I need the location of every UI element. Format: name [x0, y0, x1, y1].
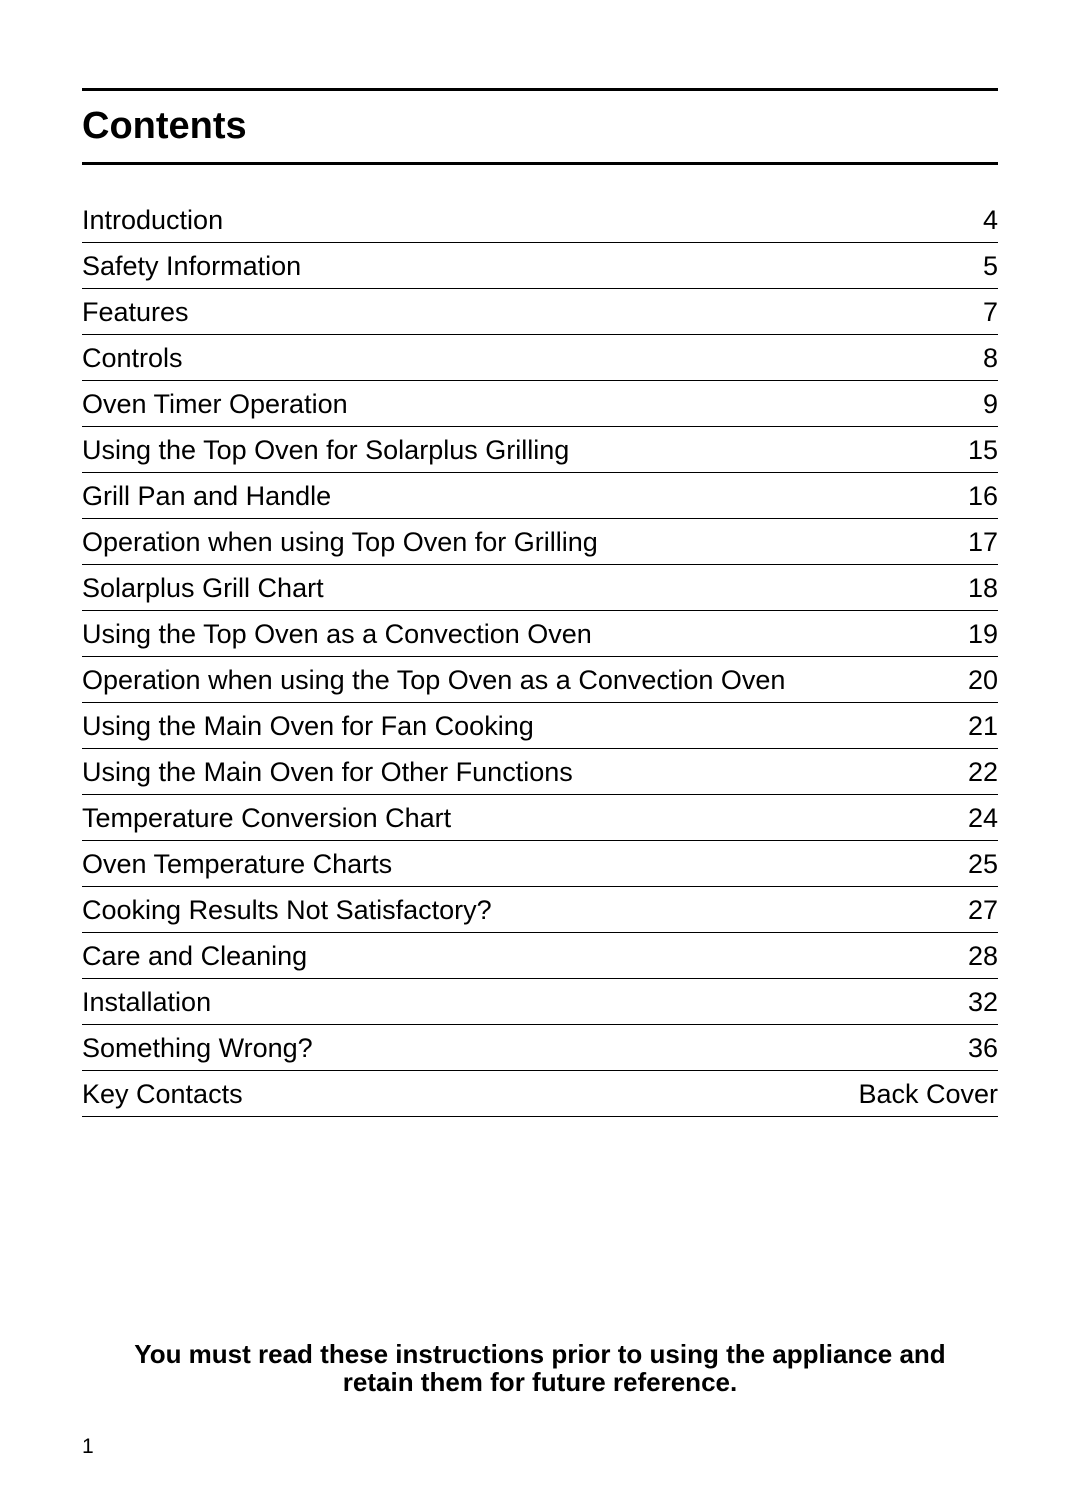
page-title: Contents — [82, 105, 998, 148]
toc-label: Grill Pan and Handle — [82, 481, 331, 512]
toc-row: Installation 32 — [82, 979, 998, 1025]
toc-label: Controls — [82, 343, 183, 374]
toc-page: 16 — [968, 481, 998, 512]
toc-label: Introduction — [82, 205, 223, 236]
toc-label: Temperature Conversion Chart — [82, 803, 451, 834]
toc-page: 20 — [968, 665, 998, 696]
top-rule — [82, 88, 998, 91]
page-number: 1 — [82, 1435, 94, 1459]
toc-row: Introduction 4 — [82, 197, 998, 243]
toc-page: 19 — [968, 619, 998, 650]
toc-page: 36 — [968, 1033, 998, 1064]
toc-page: Back Cover — [858, 1079, 998, 1110]
toc-page: 4 — [983, 205, 998, 236]
toc-row: Operation when using the Top Oven as a C… — [82, 657, 998, 703]
toc-page: 15 — [968, 435, 998, 466]
toc-page: 28 — [968, 941, 998, 972]
toc-page: 24 — [968, 803, 998, 834]
toc-label: Safety Information — [82, 251, 301, 282]
toc-row: Something Wrong? 36 — [82, 1025, 998, 1071]
toc-row: Using the Main Oven for Other Functions 2… — [82, 749, 998, 795]
toc-page: 27 — [968, 895, 998, 926]
toc-label: Features — [82, 297, 189, 328]
toc-label: Using the Top Oven for Solarplus Grillin… — [82, 435, 569, 466]
toc-label: Cooking Results Not Satisfactory? — [82, 895, 492, 926]
toc-row: Oven Timer Operation 9 — [82, 381, 998, 427]
toc-page: 8 — [983, 343, 998, 374]
notice-line-2: retain them for future reference. — [343, 1367, 737, 1397]
toc-row: Temperature Conversion Chart 24 — [82, 795, 998, 841]
toc-label: Operation when using Top Oven for Grilli… — [82, 527, 598, 558]
toc-label: Care and Cleaning — [82, 941, 307, 972]
toc-page: 18 — [968, 573, 998, 604]
toc-row: Care and Cleaning 28 — [82, 933, 998, 979]
mid-rule — [82, 162, 998, 165]
toc-label: Using the Main Oven for Other Functions — [82, 757, 573, 788]
toc-page: 32 — [968, 987, 998, 1018]
toc-page: 17 — [968, 527, 998, 558]
toc-list: Introduction 4 Safety Information 5 Features… — [82, 197, 998, 1117]
toc-label: Using the Main Oven for Fan Cooking — [82, 711, 534, 742]
toc-page: 9 — [983, 389, 998, 420]
toc-row: Using the Top Oven as a Convection Oven 1… — [82, 611, 998, 657]
toc-row: Using the Top Oven for Solarplus Grillin… — [82, 427, 998, 473]
toc-row: Operation when using Top Oven for Grilli… — [82, 519, 998, 565]
toc-row: Using the Main Oven for Fan Cooking 21 — [82, 703, 998, 749]
toc-label: Using the Top Oven as a Convection Oven — [82, 619, 592, 650]
notice-text: You must read these instructions prior t… — [82, 1340, 998, 1397]
toc-page: 21 — [968, 711, 998, 742]
toc-label: Installation — [82, 987, 211, 1018]
toc-row: Features 7 — [82, 289, 998, 335]
toc-row: Oven Temperature Charts 25 — [82, 841, 998, 887]
toc-page: 7 — [983, 297, 998, 328]
toc-label: Oven Timer Operation — [82, 389, 348, 420]
toc-row: Key Contacts Back Cover — [82, 1071, 998, 1117]
toc-page: 22 — [968, 757, 998, 788]
toc-row: Solarplus Grill Chart 18 — [82, 565, 998, 611]
toc-label: Operation when using the Top Oven as a C… — [82, 665, 785, 696]
toc-row: Controls 8 — [82, 335, 998, 381]
toc-row: Grill Pan and Handle 16 — [82, 473, 998, 519]
toc-row: Cooking Results Not Satisfactory? 27 — [82, 887, 998, 933]
notice-line-1: You must read these instructions prior t… — [134, 1339, 945, 1369]
toc-label: Key Contacts — [82, 1079, 243, 1110]
toc-row: Safety Information 5 — [82, 243, 998, 289]
toc-label: Oven Temperature Charts — [82, 849, 392, 880]
toc-page: 25 — [968, 849, 998, 880]
toc-label: Something Wrong? — [82, 1033, 313, 1064]
toc-label: Solarplus Grill Chart — [82, 573, 324, 604]
toc-page: 5 — [983, 251, 998, 282]
